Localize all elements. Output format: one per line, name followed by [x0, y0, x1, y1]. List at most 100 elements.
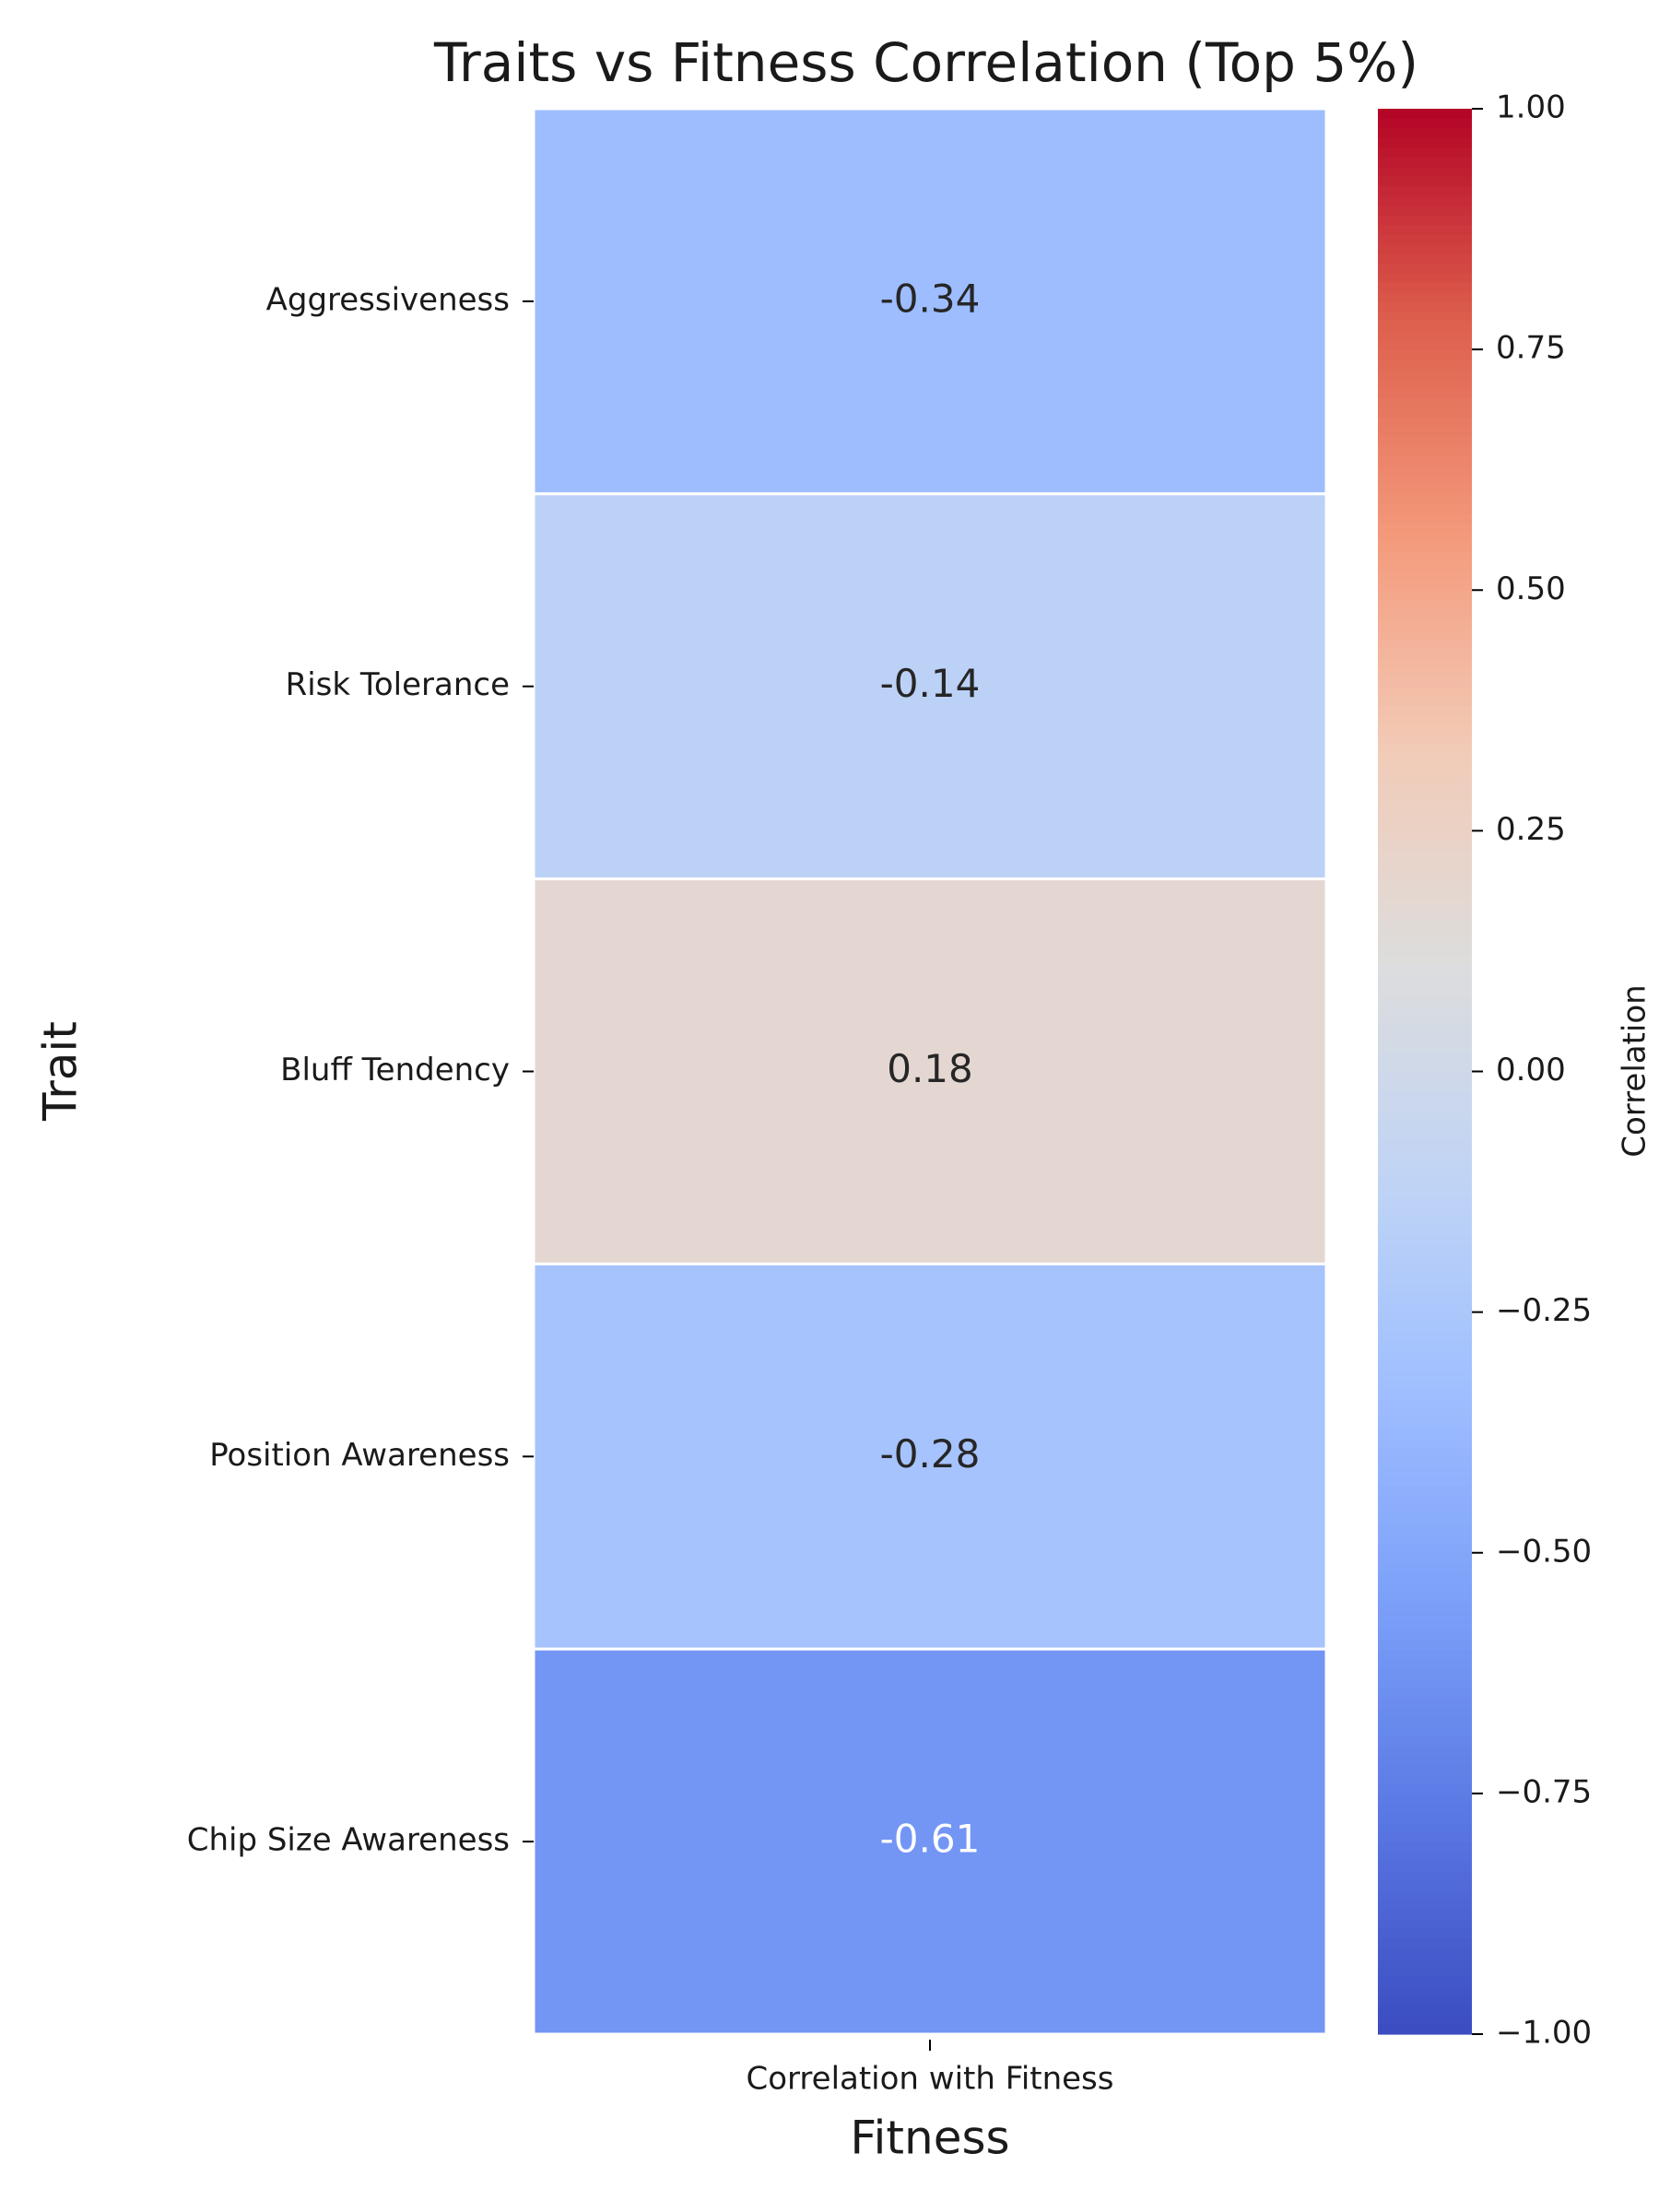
colorbar-segment — [1378, 1783, 1472, 1794]
colorbar-segment — [1378, 118, 1472, 129]
colorbar-segment — [1378, 1032, 1472, 1043]
colorbar-segment — [1378, 1264, 1472, 1275]
colorbar-segment — [1378, 772, 1472, 783]
colorbar-segment — [1378, 2015, 1472, 2026]
colorbar-segment — [1378, 1427, 1472, 1439]
colorbar-segment — [1378, 830, 1472, 841]
colorbar-segment — [1378, 1052, 1472, 1063]
colorbar-segment — [1378, 1042, 1472, 1053]
colorbar-segment — [1378, 1244, 1472, 1255]
colorbar-segment — [1378, 109, 1472, 120]
colorbar-segment — [1378, 715, 1472, 726]
colorbar-segment — [1378, 205, 1472, 216]
colorbar-segment — [1378, 1668, 1472, 1679]
colorbar-segment — [1378, 157, 1472, 168]
colorbar-segment — [1378, 484, 1472, 495]
colorbar-segment — [1378, 1697, 1472, 1708]
y-tick-label: Chip Size Awareness — [187, 1822, 510, 1859]
colorbar-segment — [1378, 1706, 1472, 1717]
colorbar-segment — [1378, 1013, 1472, 1024]
colorbar-segment — [1378, 599, 1472, 610]
colorbar-segment — [1378, 465, 1472, 476]
colorbar-segment — [1378, 724, 1472, 735]
chart-title: Traits vs Fitness Correlation (Top 5%) — [433, 31, 1418, 94]
colorbar-segment — [1378, 474, 1472, 485]
colorbar-segment — [1378, 1841, 1472, 1853]
colorbar-segment — [1378, 1359, 1472, 1371]
colorbar-segment — [1378, 1899, 1472, 1910]
colorbar-segment — [1378, 243, 1472, 254]
colorbar-segment — [1378, 1909, 1472, 1920]
colorbar-segment — [1378, 1446, 1472, 1457]
colorbar-segment — [1378, 1340, 1472, 1352]
colorbar-segment — [1378, 263, 1472, 274]
colorbar-segment — [1378, 802, 1472, 813]
colorbar-segment — [1378, 926, 1472, 937]
colorbar-segment — [1378, 1889, 1472, 1900]
colorbar-segment — [1378, 1322, 1472, 1333]
colorbar-segment — [1378, 445, 1472, 456]
colorbar-segment — [1378, 1764, 1472, 1775]
colorbar-tick-label: 0.00 — [1496, 1052, 1566, 1088]
colorbar-segment — [1378, 1600, 1472, 1612]
cell-label: -0.61 — [880, 1817, 981, 1862]
colorbar-segment — [1378, 1928, 1472, 1939]
colorbar-segment — [1378, 417, 1472, 428]
colorbar-segment — [1378, 426, 1472, 437]
colorbar-segment — [1378, 147, 1472, 158]
colorbar-segment — [1378, 956, 1472, 967]
colorbar-segment — [1378, 1677, 1472, 1688]
colorbar-segment — [1378, 975, 1472, 986]
colorbar-segment — [1378, 1831, 1472, 1842]
colorbar-segment — [1378, 1062, 1472, 1073]
colorbar-segment — [1378, 1995, 1472, 2006]
colorbar-segment — [1378, 185, 1472, 196]
colorbar-segment — [1378, 397, 1472, 408]
colorbar-segment — [1378, 1216, 1472, 1227]
colorbar-segment — [1378, 1495, 1472, 1506]
colorbar-segment — [1378, 233, 1472, 244]
colorbar-segment — [1378, 753, 1472, 764]
colorbar-segment — [1378, 984, 1472, 995]
colorbar-segment — [1378, 1725, 1472, 1736]
colorbar-segment — [1378, 214, 1472, 225]
colorbar-segment — [1378, 1389, 1472, 1400]
colorbar-segment — [1378, 1619, 1472, 1630]
colorbar-segment — [1378, 330, 1472, 341]
colorbar-segment — [1378, 696, 1472, 707]
colorbar-segment — [1378, 1533, 1472, 1544]
colorbar-segment — [1378, 734, 1472, 745]
colorbar-segment — [1378, 359, 1472, 370]
colorbar-segment — [1378, 1985, 1472, 1996]
colorbar-segment — [1378, 512, 1472, 524]
colorbar-segment — [1378, 282, 1472, 293]
colorbar-segment — [1378, 455, 1472, 466]
colorbar-segment — [1378, 609, 1472, 620]
colorbar-segment — [1378, 1408, 1472, 1419]
colorbar-segment — [1378, 850, 1472, 861]
colorbar-segment — [1378, 647, 1472, 658]
colorbar-segment — [1378, 1649, 1472, 1660]
colorbar-segment — [1378, 1485, 1472, 1496]
colorbar-segment — [1378, 1966, 1472, 1977]
colorbar-segment — [1378, 1543, 1472, 1554]
colorbar-segment — [1378, 1283, 1472, 1294]
y-axis-label: Trait — [34, 1021, 88, 1122]
colorbar-segment — [1378, 339, 1472, 350]
colorbar-segment — [1378, 878, 1472, 889]
colorbar-segment — [1378, 1630, 1472, 1641]
colorbar-tick-label: −0.50 — [1496, 1533, 1592, 1570]
y-tick-label: Bluff Tendency — [280, 1052, 510, 1088]
colorbar-segment — [1378, 2005, 1472, 2016]
colorbar-segment — [1378, 1755, 1472, 1766]
colorbar-segment — [1378, 1148, 1472, 1159]
colorbar-tick-label: 0.50 — [1496, 571, 1566, 607]
colorbar-segment — [1378, 1465, 1472, 1477]
colorbar-segment — [1378, 792, 1472, 803]
colorbar-segment — [1378, 1851, 1472, 1862]
colorbar-segment — [1378, 542, 1472, 553]
colorbar-segment — [1378, 1004, 1472, 1015]
colorbar-segment — [1378, 1870, 1472, 1881]
cell-label: 0.18 — [887, 1046, 973, 1091]
